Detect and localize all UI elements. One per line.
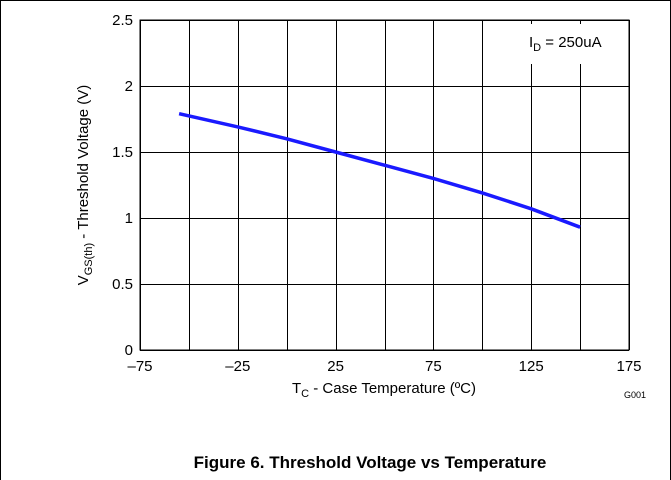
y-axis-title: VGS(th) - Threshold Voltage (V)	[75, 85, 95, 286]
y-tick-label: 2.5	[112, 12, 133, 29]
x-tick-labels: –75 –25 25 75 125 175	[127, 358, 641, 375]
y-axis-title-rest: - Threshold Voltage (V)	[75, 85, 92, 243]
y-tick-label: 1.5	[112, 144, 133, 161]
y-axis-title-sub: GS(th)	[83, 243, 95, 275]
x-tick-label: 125	[519, 358, 544, 375]
x-tick-label: 25	[327, 358, 344, 375]
x-tick-label: 175	[616, 358, 641, 375]
annotation-background	[524, 24, 626, 64]
series-layer	[178, 111, 581, 229]
x-axis-title: TC - Case Temperature (ºC)	[292, 380, 476, 400]
series-line	[178, 111, 581, 229]
plot-area	[139, 19, 630, 351]
graph-id: G001	[624, 390, 646, 400]
x-tick-label: –75	[127, 358, 152, 375]
y-axis-title-main: V	[75, 275, 92, 285]
annotation-rest: = 250uA	[541, 34, 601, 51]
grid-lines	[140, 20, 630, 351]
y-tick-label: 1	[125, 210, 133, 227]
y-tick-label: 0.5	[112, 276, 133, 293]
x-tick-label: 75	[425, 358, 442, 375]
y-tick-labels: 0 0.5 1 1.5 2 2.5	[112, 12, 133, 359]
y-tick-label: 0	[125, 342, 133, 359]
y-tick-label: 2	[125, 78, 133, 95]
annotation-main: I	[529, 34, 533, 51]
annotation-sub: D	[533, 42, 541, 54]
x-axis-title-main: T	[292, 380, 301, 397]
annotation-text: ID = 250uA	[529, 34, 602, 54]
x-axis-title-sub: C	[301, 388, 309, 400]
figure-caption: Figure 6. Threshold Voltage vs Temperatu…	[194, 453, 547, 472]
x-tick-label: –25	[225, 358, 250, 375]
x-axis-title-rest: - Case Temperature (ºC)	[309, 380, 476, 397]
